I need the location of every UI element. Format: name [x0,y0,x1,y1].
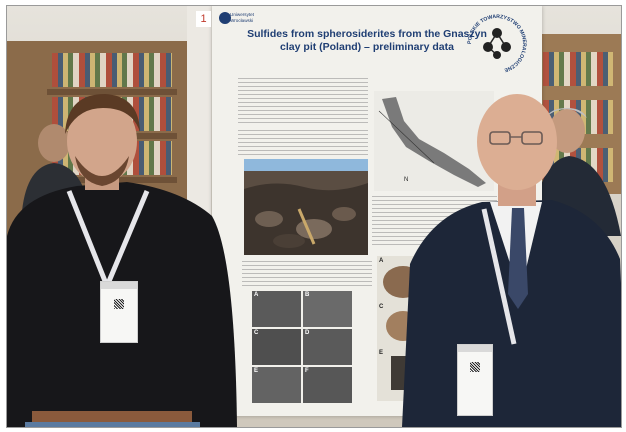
text-methods [238,130,368,156]
micrograph-f: F [303,367,352,403]
clay-pit-photo [244,159,368,255]
text-caption [242,261,372,287]
micrograph-d: D [303,329,352,365]
micrograph-c: C [252,329,301,365]
micrograph-b: B [303,291,352,327]
svg-text:POLSKIE TOWARZYSTWO MINERALOGI: POLSKIE TOWARZYSTWO MINERALOGICZNE [467,14,527,73]
micrograph-panels: A B C D E F [252,291,352,403]
qr-code [114,299,124,309]
svg-text:N: N [404,177,408,183]
university-logo [219,12,231,24]
poster-number: 1 [196,11,211,27]
micrograph-a: A [252,291,301,327]
person-right [402,94,621,427]
location-map: N [374,91,494,191]
person-left [7,94,237,427]
poster-title: Sulfides from spherosiderites from the G… [247,28,487,53]
text-intro [238,78,368,126]
university-name: Uniwersytet Wrocławski [230,12,254,23]
name-badge-left [100,281,138,343]
photo-frame: Uniwersytet Wrocławski Sulfides from sph… [6,5,622,428]
society-logo: POLSKIE TOWARZYSTWO MINERALOGICZNE [467,14,527,73]
qr-code [470,362,480,372]
conference-photo: Uniwersytet Wrocławski Sulfides from sph… [7,6,621,427]
name-badge-right [457,344,493,416]
micrograph-e: E [252,367,301,403]
